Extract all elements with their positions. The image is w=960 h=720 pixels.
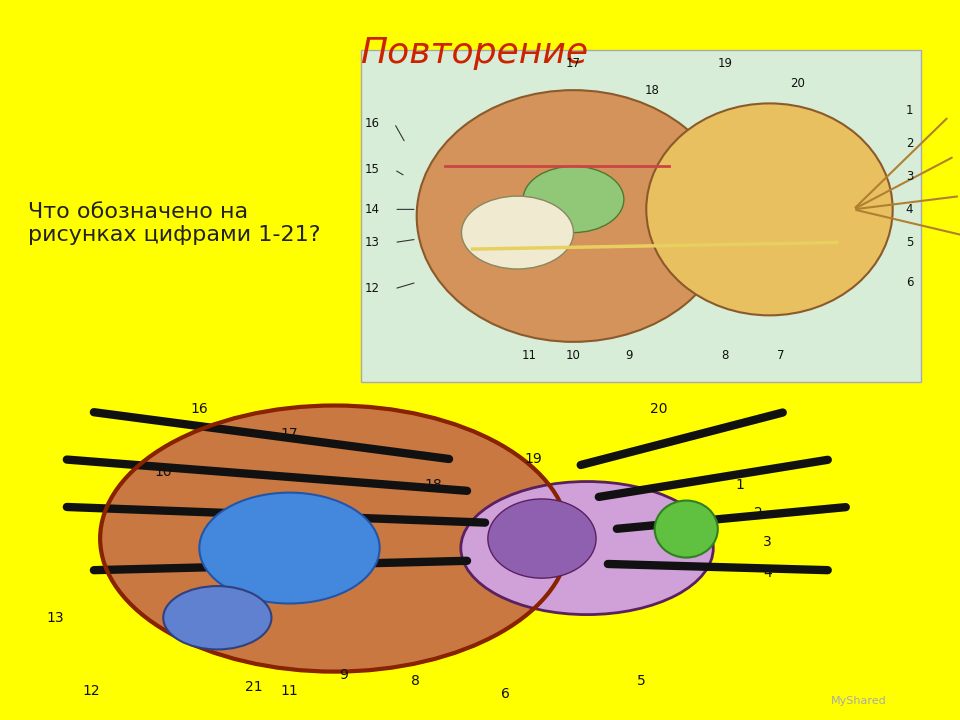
Text: Что обозначено на
рисунках цифрами 1-21?: Что обозначено на рисунках цифрами 1-21?	[29, 202, 321, 245]
Text: 3: 3	[763, 535, 772, 549]
Text: 13: 13	[365, 236, 379, 249]
Text: 2: 2	[905, 137, 913, 150]
FancyBboxPatch shape	[19, 396, 921, 713]
Text: 14: 14	[365, 203, 379, 216]
Ellipse shape	[523, 166, 624, 233]
Text: 4: 4	[763, 567, 772, 580]
Ellipse shape	[655, 500, 718, 557]
Text: 5: 5	[906, 236, 913, 249]
Text: 18: 18	[644, 84, 660, 96]
Text: 13: 13	[46, 611, 64, 625]
Text: 19: 19	[717, 57, 732, 70]
Text: 16: 16	[365, 117, 379, 130]
Text: 6: 6	[501, 687, 511, 701]
Ellipse shape	[462, 196, 573, 269]
Text: 11: 11	[521, 348, 537, 361]
Text: 7: 7	[777, 348, 784, 361]
Text: 15: 15	[365, 163, 379, 176]
Text: 1: 1	[905, 104, 913, 117]
Text: 19: 19	[524, 452, 541, 467]
Text: 10: 10	[566, 348, 581, 361]
Ellipse shape	[461, 482, 713, 615]
Text: 8: 8	[721, 348, 729, 361]
Text: 12: 12	[365, 282, 379, 295]
Text: Повторение: Повторение	[361, 36, 588, 70]
Text: 9: 9	[339, 667, 348, 682]
Text: 17: 17	[280, 427, 299, 441]
Text: 18: 18	[425, 477, 443, 492]
FancyBboxPatch shape	[361, 50, 921, 382]
Text: 3: 3	[906, 170, 913, 183]
Text: 10: 10	[155, 465, 172, 479]
Text: MyShared: MyShared	[831, 696, 887, 706]
Text: 2: 2	[754, 506, 763, 521]
Text: 16: 16	[190, 402, 208, 415]
Ellipse shape	[200, 492, 379, 603]
Ellipse shape	[488, 499, 596, 578]
Ellipse shape	[417, 90, 731, 342]
Text: 4: 4	[905, 203, 913, 216]
Ellipse shape	[163, 586, 272, 649]
Text: 9: 9	[626, 348, 634, 361]
Text: 6: 6	[905, 276, 913, 289]
Text: 12: 12	[83, 683, 100, 698]
Ellipse shape	[100, 405, 569, 672]
Ellipse shape	[646, 104, 893, 315]
Text: 11: 11	[280, 683, 299, 698]
Text: 17: 17	[566, 57, 581, 70]
Text: 8: 8	[411, 674, 420, 688]
Text: 5: 5	[636, 674, 645, 688]
Text: 20: 20	[651, 402, 668, 415]
Text: 21: 21	[245, 680, 262, 695]
Text: 20: 20	[790, 77, 804, 90]
Text: 1: 1	[736, 477, 745, 492]
